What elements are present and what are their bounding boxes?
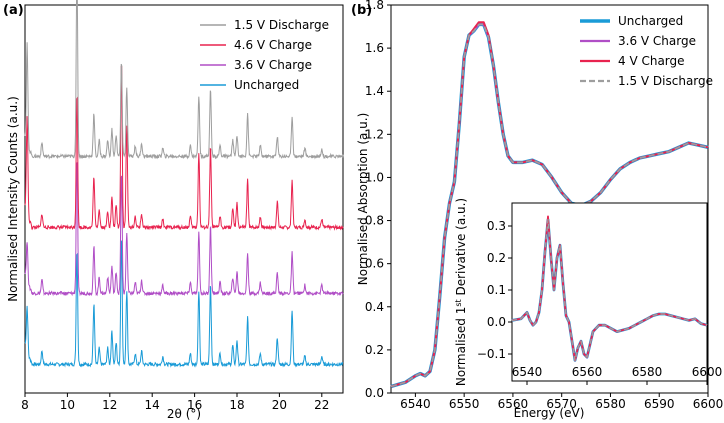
y-tick-label: 0.6 — [365, 257, 384, 271]
y-tick-label: 0.2 — [365, 343, 384, 357]
y-tick-label: 1.8 — [365, 0, 384, 12]
xrd-line-1-5-v-discharge — [24, 0, 344, 160]
xrd-line-4-6-v-charge — [24, 66, 344, 231]
panel-a-label: (a) — [3, 3, 24, 18]
panel-b-frame — [390, 4, 709, 394]
x-tick-label: 6600 — [692, 365, 723, 379]
inset-chart: 6540 6560 6580 6600 −0.1 0.0 0.1 0.2 0.3 Normal… — [454, 198, 722, 386]
panel-a-legend: 1.5 V Discharge 4.6 V Charge 3.6 V Charge U… — [200, 18, 329, 92]
y-tick-label: 1.4 — [365, 84, 384, 98]
x-tick-label: 14 — [145, 398, 160, 412]
inset-series — [511, 215, 708, 362]
x-tick-label: 6600 — [693, 397, 724, 411]
y-tick-label: 0.3 — [487, 219, 506, 233]
panel-b-series — [390, 21, 709, 389]
inset-x-ticks: 6540 6560 6580 6600 — [512, 365, 723, 385]
y-tick-label: 1.2 — [365, 127, 384, 141]
x-tick-label: 16 — [187, 398, 202, 412]
y-tick-label: −0.1 — [477, 347, 506, 361]
legend-label: 4.6 V Charge — [234, 38, 312, 52]
panel-a: (a) 8 10 12 14 16 18 20 22 2θ (°) Normalised In… — [3, 0, 344, 421]
x-tick-label: 12 — [102, 398, 117, 412]
x-tick-label: 10 — [60, 398, 75, 412]
legend-label: 1.5 V Discharge — [234, 18, 329, 32]
panel-a-x-ticks: 8 10 12 14 16 18 20 22 — [21, 393, 329, 412]
x-tick-label: 6580 — [595, 397, 626, 411]
inset-y-axis-title-main: Normalised 1 — [454, 307, 468, 386]
panel-b-x-ticks: 6540 6550 6560 6570 6580 6590 6600 — [400, 393, 723, 411]
inset-y-axis-title: Normalised 1st Derivative (a.u.) — [454, 198, 468, 386]
x-tick-label: 6570 — [546, 397, 577, 411]
x-tick-label: 6550 — [449, 397, 480, 411]
legend-label: 3.6 V Charge — [234, 58, 312, 72]
inset-y-ticks: −0.1 0.0 0.1 0.2 0.3 — [477, 219, 512, 361]
legend-label: Uncharged — [234, 78, 299, 92]
panel-a-y-axis-title: Normalised Intensity Counts (a.u.) — [6, 96, 20, 302]
y-tick-label: 0.0 — [487, 315, 506, 329]
x-tick-label: 6560 — [498, 397, 529, 411]
y-tick-label: 1.6 — [365, 41, 384, 55]
legend-label: 3.6 V Charge — [618, 34, 696, 48]
x-tick-label: 6560 — [572, 365, 603, 379]
x-tick-label: 6540 — [400, 397, 431, 411]
panel-b: (b) 6540 6550 6560 6570 6580 6590 6600 0.00.20… — [351, 0, 723, 420]
x-tick-label: 6540 — [512, 365, 543, 379]
x-tick-label: 6590 — [644, 397, 675, 411]
legend-label: 1.5 V Discharge — [618, 74, 713, 88]
x-tick-label: 6580 — [632, 365, 663, 379]
xanes-line-1-5-v-discharge — [390, 23, 709, 388]
y-tick-label: 0.1 — [487, 283, 506, 297]
panel-b-y-ticks: 0.0 0.2 0.4 0.6 0.8 1.0 1.2 1.4 1.6 1.8 — [365, 0, 391, 400]
inset-y-axis-title-tail: Derivative (a.u.) — [454, 198, 468, 299]
y-tick-label: 0.8 — [365, 214, 384, 228]
panel-b-y-axis-title: Normalised Absorption (a.u.) — [356, 113, 370, 286]
xrd-line-3-6-v-charge — [24, 162, 344, 297]
x-tick-label: 8 — [21, 398, 29, 412]
panel-b-x-axis-title: Energy (eV) — [514, 406, 585, 420]
xrd-line-uncharged — [24, 239, 344, 368]
x-tick-label: 20 — [272, 398, 287, 412]
panel-b-label: (b) — [351, 3, 372, 18]
y-tick-label: 0.0 — [365, 386, 384, 400]
y-tick-label: 1.0 — [365, 170, 384, 184]
x-tick-label: 18 — [229, 398, 244, 412]
inset-frame — [511, 202, 708, 382]
legend-label: Uncharged — [618, 14, 683, 28]
x-tick-label: 22 — [314, 398, 329, 412]
y-tick-label: 0.2 — [487, 251, 506, 265]
y-tick-label: 0.4 — [365, 300, 384, 314]
panel-a-series — [24, 0, 344, 368]
panel-a-x-axis-title: 2θ (°) — [167, 407, 201, 421]
panel-b-legend: Uncharged 3.6 V Charge 4 V Charge 1.5 V Dis… — [580, 14, 713, 88]
derivative-line-1-5-v-discharge — [511, 218, 708, 362]
inset-y-axis-title-sup: st — [454, 299, 463, 306]
legend-label: 4 V Charge — [618, 54, 685, 68]
